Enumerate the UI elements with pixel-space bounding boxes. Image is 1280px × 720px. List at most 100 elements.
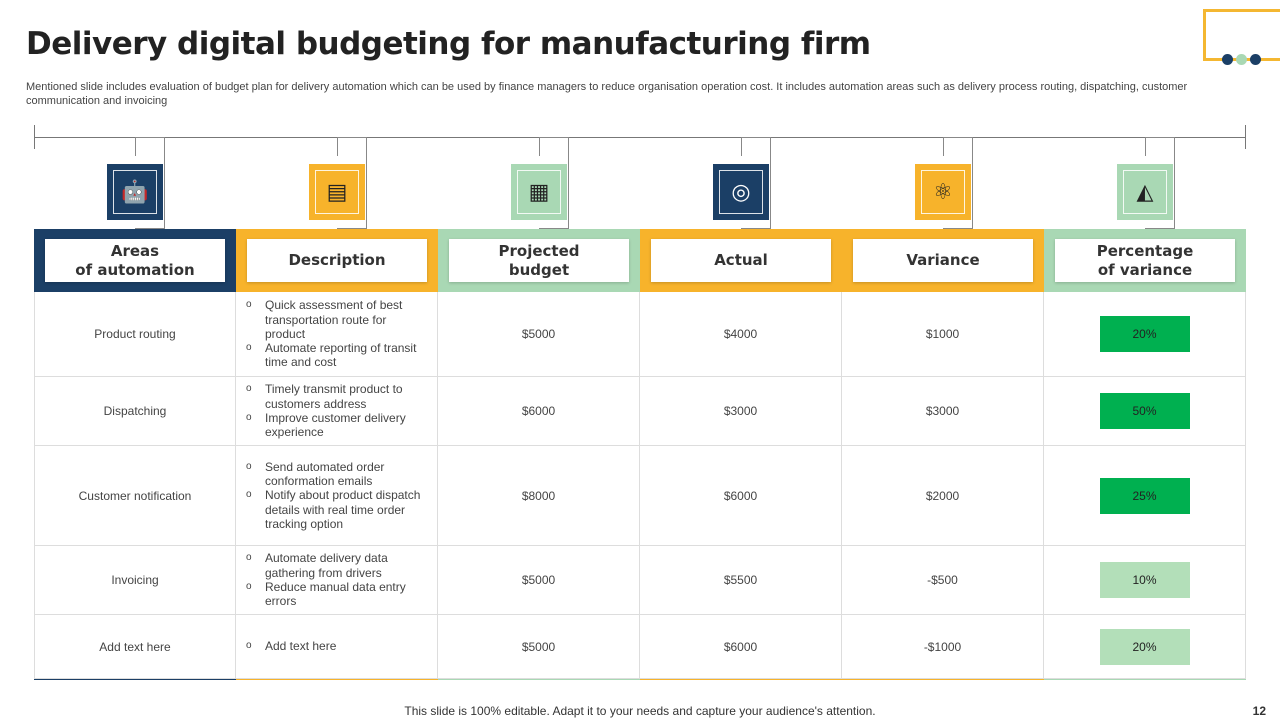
column-header: Percentage of variance: [1044, 229, 1246, 292]
footer-note: This slide is 100% editable. Adapt it to…: [404, 704, 876, 718]
actual-value: $4000: [723, 327, 758, 341]
table-cell-area: Customer notification: [34, 446, 236, 546]
percentage-badge: 20%: [1099, 316, 1190, 352]
variance-value: -$500: [927, 573, 958, 587]
description-item: Reduce manual data entry errors: [246, 580, 426, 609]
slide-title: Delivery digital budgeting for manufactu…: [26, 26, 871, 62]
description-list: Automate delivery data gathering from dr…: [246, 551, 426, 608]
actual-value: $3000: [723, 404, 758, 418]
variance-network-icon: ⚛: [915, 164, 971, 220]
column-header-label: Percentage of variance: [1055, 239, 1235, 282]
column-header: Projected budget: [438, 229, 640, 292]
actual-value: $6000: [723, 488, 758, 503]
connector-line: [135, 137, 165, 156]
column-bottom-line: [842, 678, 1044, 680]
column-bottom-line: [640, 678, 842, 680]
projected-value: $6000: [521, 404, 556, 418]
connector-line: [1145, 156, 1175, 229]
table-cell-percentage: 50%: [1044, 377, 1246, 446]
connector-line: [337, 156, 367, 229]
connector-line: [741, 137, 771, 156]
description-item: Improve customer delivery experience: [246, 411, 426, 440]
table-cell-description: Quick assessment of best transportation …: [236, 292, 438, 377]
description-item: Quick assessment of best transportation …: [246, 298, 426, 341]
area-value: Invoicing: [111, 573, 159, 587]
shapes-icon: ◭: [1117, 164, 1173, 220]
area-value: Add text here: [99, 639, 171, 654]
column-bottom-line: [438, 678, 640, 680]
robot-arm-icon-glyph: 🤖: [113, 170, 157, 214]
table-cell-projected: $5000: [438, 546, 640, 615]
description-list: Timely transmit product to customers add…: [246, 382, 426, 439]
description-list: Quick assessment of best transportation …: [246, 298, 426, 369]
table-cell-percentage: 20%: [1044, 615, 1246, 679]
projected-value: $5000: [521, 639, 556, 654]
table-cell-area: Add text here: [34, 615, 236, 679]
actual-stamp-icon-glyph: ◎: [719, 170, 763, 214]
table-cell-variance: $2000: [842, 446, 1044, 546]
table-cell-actual: $4000: [640, 292, 842, 377]
connector-line: [539, 156, 569, 229]
column-header-label: Areas of automation: [45, 239, 225, 282]
table-cell-projected: $8000: [438, 446, 640, 546]
projected-value: $5000: [521, 327, 556, 341]
budget-calculator-icon: ▦: [511, 164, 567, 220]
dot: [1222, 54, 1233, 65]
projected-value: $8000: [521, 488, 556, 503]
table-cell-variance: -$1000: [842, 615, 1044, 679]
description-list: Send automated order conformation emails…: [246, 460, 426, 531]
column-header: Description: [236, 229, 438, 292]
area-value: Customer notification: [78, 488, 192, 503]
table-cell-variance: $3000: [842, 377, 1044, 446]
table-cell-variance: $1000: [842, 292, 1044, 377]
projected-value: $5000: [521, 573, 556, 587]
description-item: Automate delivery data gathering from dr…: [246, 551, 426, 580]
connector-line: [337, 137, 367, 156]
table-cell-projected: $6000: [438, 377, 640, 446]
description-item: Timely transmit product to customers add…: [246, 382, 426, 411]
shapes-icon-glyph: ◭: [1123, 170, 1167, 214]
column-header: Actual: [640, 229, 842, 292]
actual-value: $5500: [723, 573, 758, 587]
slide-subtitle: Mentioned slide includes evaluation of b…: [26, 81, 1188, 107]
table-cell-area: Invoicing: [34, 546, 236, 615]
dot: [1236, 54, 1247, 65]
variance-value: $2000: [925, 488, 960, 503]
timeline-line: [34, 137, 1246, 138]
table-cell-percentage: 20%: [1044, 292, 1246, 377]
table-cell-actual: $6000: [640, 615, 842, 679]
area-value: Product routing: [94, 327, 176, 341]
column-header-label: Variance: [853, 239, 1033, 282]
actual-value: $6000: [723, 639, 758, 654]
budget-calculator-icon-glyph: ▦: [517, 170, 561, 214]
description-item: Automate reporting of transit time and c…: [246, 341, 426, 370]
table-cell-percentage: 25%: [1044, 446, 1246, 546]
column-bottom-line: [34, 678, 236, 680]
table-cell-description: Automate delivery data gathering from dr…: [236, 546, 438, 615]
connector-line: [1145, 137, 1175, 156]
area-value: Dispatching: [103, 404, 167, 418]
variance-value: $1000: [925, 327, 960, 341]
timeline-tick: [34, 125, 35, 149]
description-item: Notify about product dispatch details wi…: [246, 488, 426, 531]
column-header-label: Projected budget: [449, 239, 629, 282]
table-cell-projected: $5000: [438, 292, 640, 377]
column-header-label: Actual: [651, 239, 831, 282]
table-cell-percentage: 10%: [1044, 546, 1246, 615]
percentage-badge: 20%: [1099, 628, 1190, 665]
connector-line: [943, 137, 973, 156]
connector-line: [741, 156, 771, 229]
table-cell-description: Add text here: [236, 615, 438, 679]
table-cell-projected: $5000: [438, 615, 640, 679]
column-header-label: Description: [247, 239, 427, 282]
percentage-badge: 50%: [1099, 393, 1190, 429]
connector-line: [943, 156, 973, 229]
table-cell-description: Timely transmit product to customers add…: [236, 377, 438, 446]
percentage-badge: 25%: [1099, 477, 1190, 514]
connector-line: [539, 137, 569, 156]
description-item: Send automated order conformation emails: [246, 460, 426, 489]
description-item: Add text here: [246, 639, 426, 654]
timeline-tick: [1245, 125, 1246, 149]
table-cell-area: Dispatching: [34, 377, 236, 446]
table-cell-actual: $6000: [640, 446, 842, 546]
